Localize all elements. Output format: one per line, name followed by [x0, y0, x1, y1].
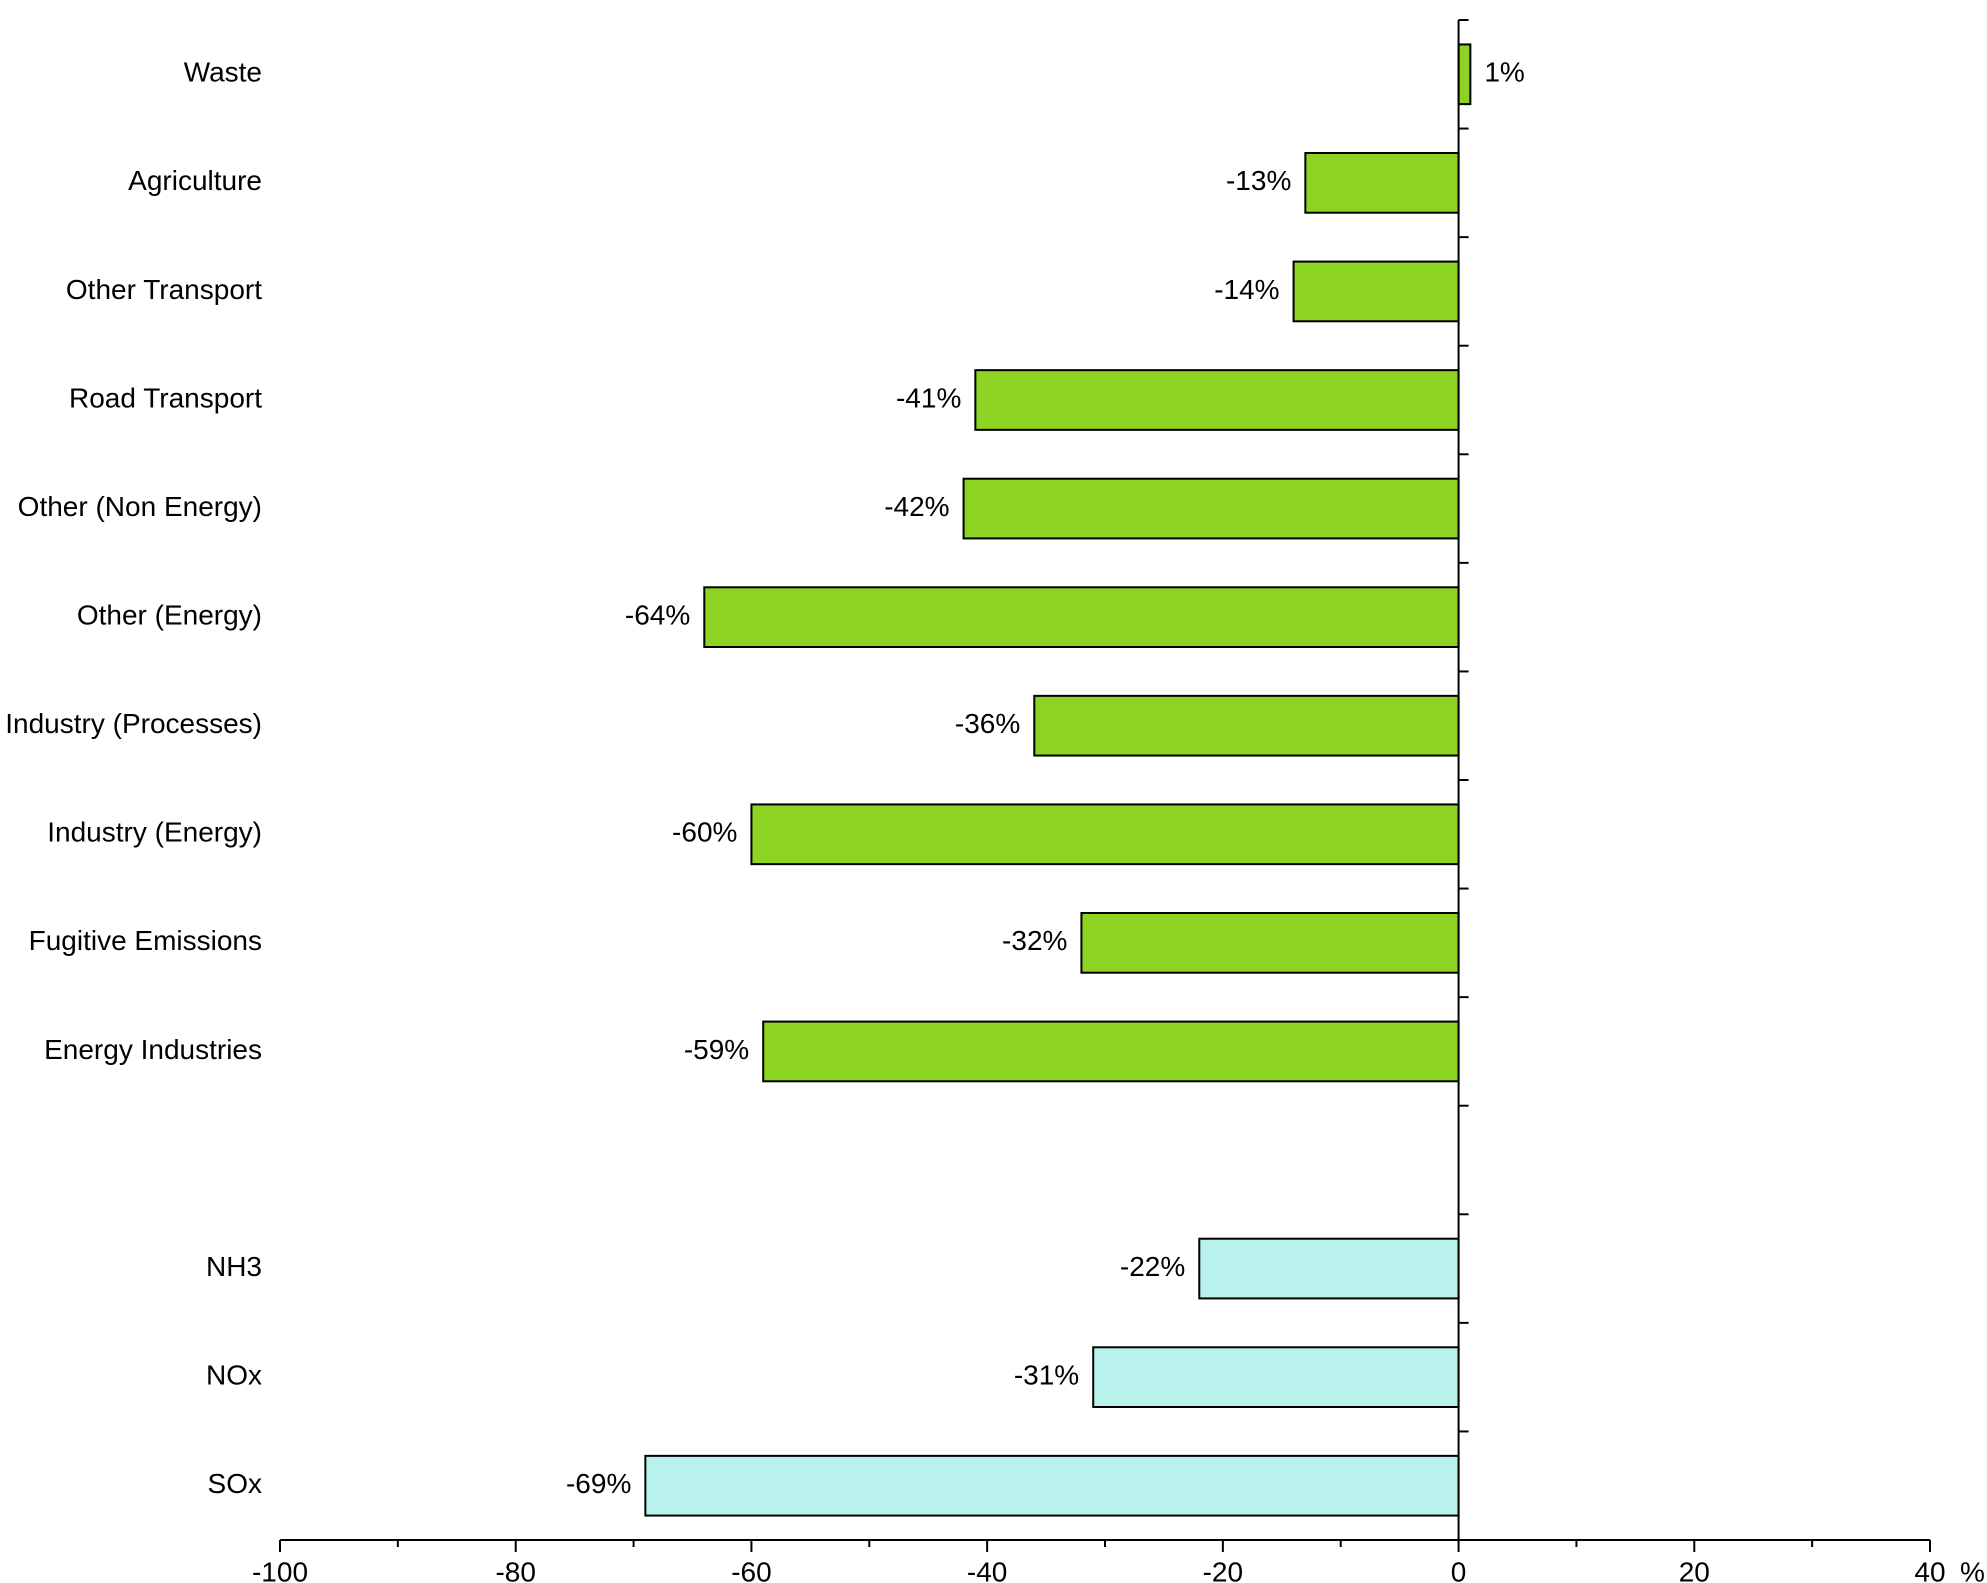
x-axis-unit-label: %	[1960, 1556, 1985, 1583]
category-label: Road Transport	[69, 382, 262, 413]
value-label: -13%	[1226, 165, 1291, 196]
bar	[1199, 1239, 1458, 1299]
bar	[975, 370, 1458, 430]
x-tick-label: -100	[252, 1556, 308, 1583]
bar	[1034, 696, 1458, 756]
category-label: Other (Energy)	[77, 600, 262, 631]
bar	[1305, 153, 1458, 213]
value-label: -14%	[1214, 274, 1279, 305]
bar	[704, 587, 1458, 647]
value-label: -59%	[684, 1034, 749, 1065]
category-label: Other Transport	[66, 274, 262, 305]
category-label: NH3	[206, 1251, 262, 1282]
bar	[1459, 44, 1471, 104]
bar	[763, 1022, 1458, 1082]
x-tick-label: -80	[495, 1556, 535, 1583]
category-label: SOx	[208, 1468, 262, 1499]
x-tick-label: 20	[1679, 1556, 1710, 1583]
value-label: -41%	[896, 382, 961, 413]
chart-container: Waste 1% Agriculture -13% Other Transport -14…	[0, 0, 1987, 1583]
category-label: Agriculture	[128, 165, 262, 196]
value-label: -60%	[672, 817, 737, 848]
value-label: -64%	[625, 600, 690, 631]
bar	[1081, 913, 1458, 973]
value-label: -31%	[1014, 1360, 1079, 1391]
category-label: Industry (Energy)	[47, 817, 262, 848]
x-tick-label: -40	[967, 1556, 1007, 1583]
category-label: Fugitive Emissions	[29, 925, 262, 956]
value-label: -36%	[955, 708, 1020, 739]
emissions-bar-chart: Waste 1% Agriculture -13% Other Transport -14…	[0, 0, 1987, 1583]
x-tick-label: -60	[731, 1556, 771, 1583]
value-label: -32%	[1002, 925, 1067, 956]
category-label: Industry (Processes)	[5, 708, 262, 739]
category-label: Waste	[184, 57, 262, 88]
bar	[1294, 262, 1459, 322]
value-label: 1%	[1484, 57, 1524, 88]
bar	[964, 479, 1459, 539]
bar	[751, 804, 1458, 864]
category-label: Energy Industries	[44, 1034, 262, 1065]
x-tick-label: 40	[1914, 1556, 1945, 1583]
x-tick-label: 0	[1451, 1556, 1467, 1583]
value-label: -42%	[884, 491, 949, 522]
bar	[1093, 1347, 1458, 1407]
value-label: -22%	[1120, 1251, 1185, 1282]
category-label: NOx	[206, 1360, 262, 1391]
value-label: -69%	[566, 1468, 631, 1499]
category-label: Other (Non Energy)	[18, 491, 262, 522]
bar	[645, 1456, 1458, 1516]
x-tick-label: -20	[1203, 1556, 1243, 1583]
